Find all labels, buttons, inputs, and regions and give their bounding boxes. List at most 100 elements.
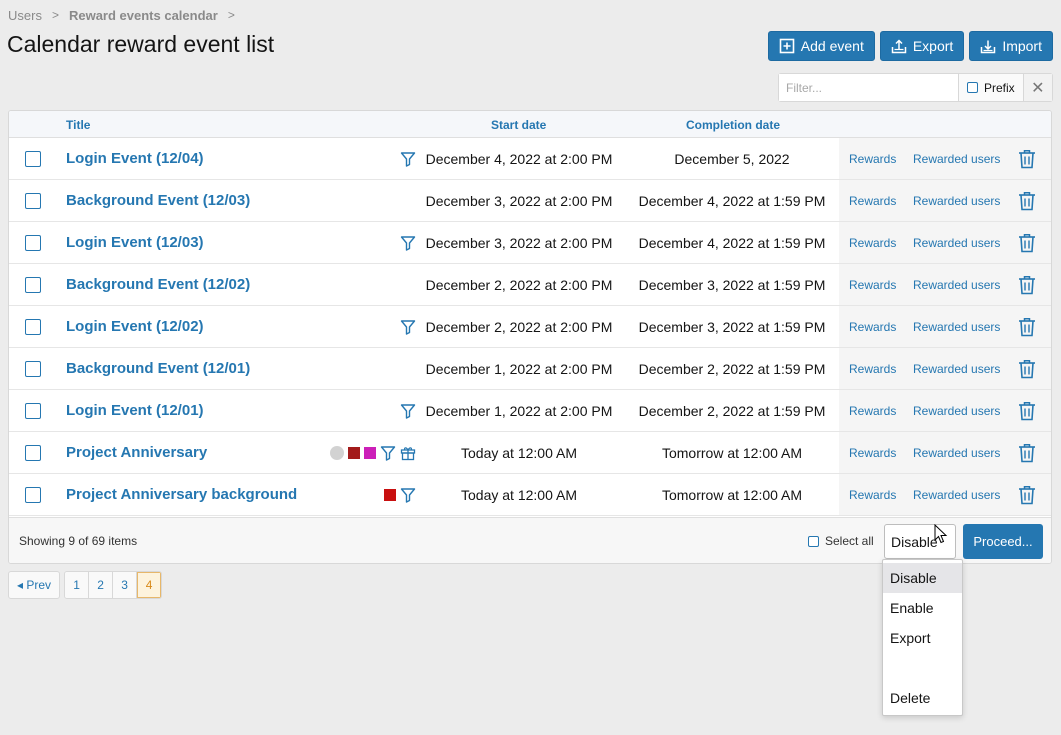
table-row: Background Event (12/01) December 1, 2022… bbox=[9, 348, 1051, 390]
list-footer: Showing 9 of 69 items Select all Disable… bbox=[9, 517, 1051, 563]
rewards-link[interactable]: Rewards bbox=[849, 362, 897, 376]
event-title-link[interactable]: Project Anniversary background bbox=[66, 486, 298, 503]
rewards-link[interactable]: Rewards bbox=[849, 320, 897, 334]
import-button[interactable]: Import bbox=[969, 31, 1053, 61]
rewards-link[interactable]: Rewards bbox=[849, 488, 897, 502]
row-actions: Rewards Rewarded users bbox=[839, 474, 1051, 515]
row-checkbox[interactable] bbox=[25, 151, 41, 167]
option-export[interactable]: Export bbox=[890, 630, 931, 646]
rewarded-users-link[interactable]: Rewarded users bbox=[913, 278, 1001, 292]
rewards-link[interactable]: Rewards bbox=[849, 194, 897, 208]
row-checkbox[interactable] bbox=[25, 445, 41, 461]
option-delete[interactable]: Delete bbox=[890, 690, 931, 706]
filter-icon[interactable] bbox=[400, 403, 416, 419]
rewarded-users-link[interactable]: Rewarded users bbox=[913, 488, 1001, 502]
trash-icon[interactable] bbox=[1018, 191, 1036, 211]
rewards-link[interactable]: Rewards bbox=[849, 152, 897, 166]
rewards-link[interactable]: Rewards bbox=[849, 446, 897, 460]
rewarded-users-link[interactable]: Rewarded users bbox=[913, 404, 1001, 418]
row-icons bbox=[330, 444, 416, 462]
trash-icon[interactable] bbox=[1018, 485, 1036, 505]
prefix-checkbox[interactable] bbox=[967, 82, 978, 93]
completion-date: December 3, 2022 at 1:59 PM bbox=[638, 319, 826, 335]
trash-icon[interactable] bbox=[1018, 359, 1036, 379]
event-title-link[interactable]: Background Event (12/01) bbox=[66, 360, 251, 377]
add-event-label: Add event bbox=[800, 38, 864, 54]
trash-icon[interactable] bbox=[1018, 233, 1036, 253]
row-actions: Rewards Rewarded users bbox=[839, 138, 1051, 179]
event-title-link[interactable]: Project Anniversary bbox=[66, 444, 208, 461]
column-start-date[interactable]: Start date bbox=[491, 118, 547, 132]
page-4[interactable]: 4 bbox=[137, 572, 162, 598]
trash-icon[interactable] bbox=[1018, 401, 1036, 421]
rows-container: Login Event (12/04) December 4, 2022 at 2… bbox=[9, 138, 1051, 516]
gift-icon[interactable] bbox=[400, 445, 416, 461]
option-disable[interactable]: Disable bbox=[883, 563, 962, 593]
event-title-link[interactable]: Login Event (12/02) bbox=[66, 318, 204, 335]
row-actions: Rewards Rewarded users bbox=[839, 306, 1051, 347]
prefix-toggle[interactable]: Prefix bbox=[959, 74, 1024, 101]
completion-date: Tomorrow at 12:00 AM bbox=[661, 445, 803, 461]
filter-icon[interactable] bbox=[400, 487, 416, 503]
start-date: December 2, 2022 at 2:00 PM bbox=[425, 319, 613, 335]
rewarded-users-link[interactable]: Rewarded users bbox=[913, 320, 1001, 334]
rewarded-users-link[interactable]: Rewarded users bbox=[913, 194, 1001, 208]
event-title-link[interactable]: Login Event (12/03) bbox=[66, 234, 204, 251]
rewarded-users-link[interactable]: Rewarded users bbox=[913, 152, 1001, 166]
completion-date: December 2, 2022 at 1:59 PM bbox=[638, 403, 826, 419]
prev-page-button[interactable]: ◂ Prev bbox=[8, 571, 61, 599]
row-checkbox[interactable] bbox=[25, 193, 41, 209]
filter-icon[interactable] bbox=[400, 319, 416, 335]
prefix-label: Prefix bbox=[984, 80, 1015, 95]
clear-filter-icon[interactable]: ✕ bbox=[1023, 74, 1052, 101]
trash-icon[interactable] bbox=[1018, 443, 1036, 463]
option-enable[interactable]: Enable bbox=[890, 600, 934, 616]
filter-icon[interactable] bbox=[380, 445, 396, 461]
row-actions: Rewards Rewarded users bbox=[839, 180, 1051, 221]
rewarded-users-link[interactable]: Rewarded users bbox=[913, 362, 1001, 376]
column-completion-date[interactable]: Completion date bbox=[686, 118, 781, 132]
proceed-button[interactable]: Proceed... bbox=[963, 524, 1043, 559]
rewarded-users-link[interactable]: Rewarded users bbox=[913, 236, 1001, 250]
start-date: December 4, 2022 at 2:00 PM bbox=[425, 151, 613, 167]
rewards-link[interactable]: Rewards bbox=[849, 236, 897, 250]
filter-icon[interactable] bbox=[400, 151, 416, 167]
add-event-button[interactable]: Add event bbox=[767, 31, 875, 61]
page-3[interactable]: 3 bbox=[113, 572, 138, 598]
breadcrumb-current[interactable]: Reward events calendar bbox=[68, 7, 218, 23]
export-button[interactable]: Export bbox=[879, 31, 965, 61]
event-title-link[interactable]: Login Event (12/01) bbox=[66, 402, 204, 419]
page-1[interactable]: 1 bbox=[65, 572, 90, 598]
breadcrumb-root[interactable]: Users bbox=[8, 7, 42, 23]
item-count: Showing 9 of 69 items bbox=[19, 534, 138, 548]
trash-icon[interactable] bbox=[1018, 275, 1036, 295]
rewards-link[interactable]: Rewards bbox=[849, 404, 897, 418]
trash-icon[interactable] bbox=[1018, 149, 1036, 169]
completion-date: December 4, 2022 at 1:59 PM bbox=[638, 235, 826, 251]
column-title[interactable]: Title bbox=[66, 118, 91, 132]
rewards-link[interactable]: Rewards bbox=[849, 278, 897, 292]
row-actions: Rewards Rewarded users bbox=[839, 348, 1051, 389]
row-checkbox[interactable] bbox=[25, 235, 41, 251]
color-swatch bbox=[348, 447, 360, 459]
row-checkbox[interactable] bbox=[25, 277, 41, 293]
event-title-link[interactable]: Background Event (12/03) bbox=[66, 192, 251, 209]
row-checkbox[interactable] bbox=[25, 403, 41, 419]
table-row: Login Event (12/03) December 3, 2022 at 2… bbox=[9, 222, 1051, 264]
select-all-checkbox[interactable] bbox=[808, 535, 819, 547]
page-2[interactable]: 2 bbox=[89, 572, 114, 598]
row-icons bbox=[384, 486, 416, 504]
trash-icon[interactable] bbox=[1018, 317, 1036, 337]
filter-input[interactable] bbox=[779, 74, 959, 101]
row-checkbox[interactable] bbox=[25, 487, 41, 503]
filter-icon[interactable] bbox=[400, 235, 416, 251]
chevron-right-icon: > bbox=[51, 8, 59, 22]
row-checkbox[interactable] bbox=[25, 319, 41, 335]
event-title-link[interactable]: Login Event (12/04) bbox=[66, 150, 204, 167]
rewarded-users-link[interactable]: Rewarded users bbox=[913, 446, 1001, 460]
select-all-label: Select all bbox=[825, 534, 874, 548]
row-icons bbox=[400, 234, 416, 252]
row-checkbox[interactable] bbox=[25, 361, 41, 377]
event-title-link[interactable]: Background Event (12/02) bbox=[66, 276, 251, 293]
select-all-toggle[interactable]: Select all bbox=[808, 534, 874, 548]
